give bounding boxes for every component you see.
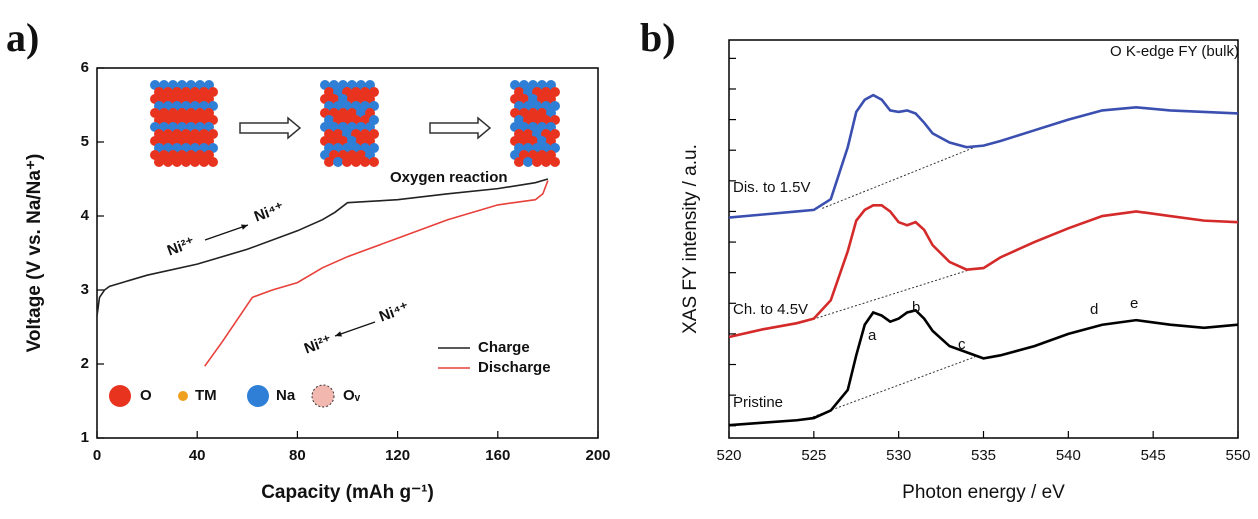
arrow-head — [241, 224, 248, 230]
crystal-atom — [532, 157, 542, 167]
crystal-atom — [181, 157, 191, 167]
series-line — [96, 178, 549, 317]
annotation: O K-edge FY (bulk) — [1110, 43, 1239, 60]
atom-glyph — [178, 391, 188, 401]
plot-frame — [96, 67, 599, 439]
legend-label: Discharge — [478, 359, 551, 376]
x-tick-label: 530 — [886, 447, 911, 464]
annotation: b — [912, 299, 920, 316]
series-label: Ch. to 4.5V — [733, 301, 808, 318]
panel-label: b) — [640, 15, 676, 60]
atom-glyph — [109, 385, 131, 407]
crystal-atom — [351, 157, 361, 167]
crystal-atom — [523, 157, 533, 167]
annotation: O — [140, 387, 152, 404]
x-tick-label: 545 — [1141, 447, 1166, 464]
y-tick-label: 1 — [81, 429, 89, 446]
y-tick-label: 3 — [81, 281, 89, 298]
crystal-atom — [369, 157, 379, 167]
crystal-atom — [342, 157, 352, 167]
annotation: TM — [195, 387, 217, 404]
series-label: Pristine — [733, 394, 783, 411]
redox-arrow — [204, 224, 249, 241]
x-tick-label: 40 — [189, 447, 206, 464]
annotation: Ni⁴⁺ — [252, 199, 286, 225]
baseline — [822, 146, 976, 209]
annotation: Ni²⁺ — [302, 332, 334, 358]
crystal-atom — [154, 157, 164, 167]
x-tick-label: 540 — [1056, 447, 1081, 464]
y-tick-label: 2 — [81, 355, 89, 372]
plot-frame — [728, 39, 1239, 439]
annotation: Ni⁴⁺ — [377, 299, 411, 325]
x-axis-label: Capacity (mAh g⁻¹) — [261, 482, 434, 503]
arrow-head — [335, 331, 342, 337]
series-line — [728, 308, 1239, 427]
x-tick-label: 80 — [289, 447, 306, 464]
x-axis-label: Photon energy / eV — [902, 482, 1065, 503]
crystal-atom — [333, 157, 343, 167]
annotation: d — [1090, 301, 1098, 318]
process-arrow — [239, 116, 302, 140]
crystal-atom — [208, 157, 218, 167]
y-tick-label: 6 — [81, 59, 89, 76]
crystal-atom — [550, 157, 560, 167]
atom-glyph — [247, 385, 269, 407]
crystal-atom — [514, 157, 524, 167]
y-axis-label: Voltage (V vs. Na/Na⁺) — [24, 154, 45, 353]
process-arrow — [429, 116, 492, 140]
redox-arrow — [334, 321, 376, 337]
y-tick-label: 4 — [81, 207, 90, 224]
annotation: Oxygen reaction — [390, 169, 508, 186]
series-line — [204, 180, 549, 367]
x-tick-label: 535 — [971, 447, 996, 464]
crystal-atom — [199, 157, 209, 167]
annotation: a — [868, 327, 877, 344]
atom-glyph — [311, 384, 335, 408]
x-tick-label: 160 — [485, 447, 510, 464]
x-tick-label: 200 — [585, 447, 610, 464]
annotation: Oᵥ — [343, 387, 361, 404]
crystal-atom — [172, 157, 182, 167]
y-tick-label: 5 — [81, 133, 89, 150]
x-tick-label: 520 — [716, 447, 741, 464]
series-label: Dis. to 1.5V — [733, 179, 811, 196]
crystal-atom — [190, 157, 200, 167]
baseline — [805, 267, 976, 323]
crystal-atom — [360, 157, 370, 167]
x-tick-label: 0 — [93, 447, 101, 464]
x-tick-label: 525 — [801, 447, 826, 464]
annotation: c — [958, 336, 966, 353]
panel-label: a) — [6, 15, 39, 60]
crystal-atom — [324, 157, 334, 167]
y-axis-label: XAS FY intensity / a.u. — [680, 144, 701, 334]
x-tick-label: 120 — [385, 447, 410, 464]
annotation: e — [1130, 295, 1138, 312]
annotation: Ni²⁺ — [165, 234, 197, 260]
series-line — [728, 93, 1239, 219]
x-tick-label: 550 — [1225, 447, 1250, 464]
crystal-atom — [163, 157, 173, 167]
crystal-atom — [541, 157, 551, 167]
legend-label: Charge — [478, 339, 530, 356]
series-line — [728, 204, 1239, 339]
annotation: Na — [276, 387, 296, 404]
